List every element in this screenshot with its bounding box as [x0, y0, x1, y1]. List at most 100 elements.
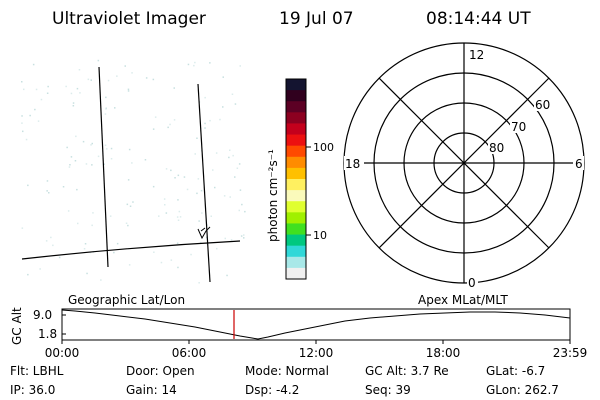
coastline [197, 226, 211, 240]
speckle [84, 243, 87, 245]
colorbar: 100 10 photon cm⁻²s⁻¹ [266, 78, 334, 280]
speckle [131, 72, 133, 74]
speckle [127, 179, 130, 181]
x-tick-label-1200: 12:00 [299, 346, 334, 360]
speckle [190, 253, 192, 256]
colorbar-tick-label-100: 100 [313, 141, 334, 154]
speckle [110, 147, 113, 150]
speckle [25, 138, 28, 141]
speckle [186, 188, 189, 191]
speckle [198, 220, 200, 222]
speckle [230, 239, 233, 241]
speckle [173, 119, 176, 121]
speckle [197, 178, 200, 180]
speckle [174, 177, 176, 179]
speckle [145, 77, 148, 79]
speckle [179, 216, 182, 218]
date-label: 19 Jul 07 [279, 9, 354, 29]
meridian-line [197, 83, 211, 283]
speckle [21, 81, 23, 83]
speckle [69, 164, 71, 166]
speckle [239, 189, 242, 191]
speckle [158, 215, 160, 217]
speckle [85, 163, 88, 165]
speckle [164, 204, 166, 206]
speckle [45, 240, 48, 242]
speckle [163, 198, 166, 200]
speckle [27, 273, 29, 276]
speckle [32, 63, 35, 66]
speckle [127, 90, 130, 92]
orbit-left-title: Geographic Lat/Lon [68, 293, 185, 307]
speckle [231, 93, 234, 95]
speckle [126, 203, 129, 206]
speckle [77, 222, 79, 225]
speckle [205, 236, 208, 239]
speckle [72, 105, 75, 107]
mlt-label-18: 18 [345, 157, 360, 171]
speckle [209, 119, 211, 122]
speckle [40, 98, 43, 101]
colorbar-cell [286, 223, 306, 236]
speckle [92, 212, 94, 214]
speckle [50, 236, 52, 239]
colorbar-cell [286, 79, 306, 91]
speckle [210, 215, 212, 217]
geographic-image-panel [21, 59, 246, 284]
speckle [176, 242, 179, 244]
speckle [177, 174, 180, 177]
speckle [48, 192, 50, 194]
speckle [97, 59, 100, 62]
speckle [222, 106, 224, 108]
speckle [239, 65, 241, 67]
speckle [234, 176, 236, 178]
speckle [177, 219, 180, 221]
speckle [39, 268, 41, 270]
speckle [46, 180, 49, 182]
speckle [187, 63, 190, 66]
orbit-plot-frame [61, 308, 571, 341]
speckle [229, 196, 231, 198]
speckle [144, 159, 147, 161]
speckle [201, 212, 203, 214]
speckle [68, 166, 71, 168]
info-door: Door: Open [126, 364, 195, 378]
speckle [240, 235, 243, 237]
speckle [127, 88, 130, 91]
speckle [37, 120, 40, 122]
speckle [153, 251, 155, 253]
speckle [110, 158, 113, 160]
speckle [238, 209, 240, 212]
mlat-label-80: 80 [489, 141, 504, 155]
info-gain: Gain: 14 [126, 383, 177, 397]
speckle [21, 122, 23, 124]
colorbar-cell [286, 179, 306, 191]
colorbar-cell [286, 212, 306, 225]
polar-diagonal [378, 77, 550, 249]
x-tick-label-0000: 00:00 [45, 346, 80, 360]
speckle [132, 201, 134, 203]
colorbar-cell [286, 245, 306, 258]
colorbar-cell [286, 190, 306, 202]
x-tick-label-2359: 23:59 [553, 346, 588, 360]
speckle [243, 237, 245, 239]
meridian-line [98, 66, 109, 268]
mlat-label-60: 60 [535, 98, 550, 112]
speckle [91, 142, 93, 145]
speckle [194, 153, 196, 155]
mlt-label-6: 6 [575, 157, 583, 171]
info-mode: Mode: Normal [245, 364, 329, 378]
speckle [196, 137, 198, 139]
speckle [47, 85, 49, 88]
speckle [204, 127, 206, 129]
speckle [183, 176, 186, 178]
speckle [105, 108, 107, 110]
speckle [46, 92, 49, 94]
speckle [76, 188, 78, 191]
speckle [23, 88, 25, 91]
uv-image-speckles [21, 59, 246, 284]
speckle [78, 69, 81, 71]
speckle [46, 190, 48, 192]
polar-grid: 60 70 80 12 18 6 0 [343, 42, 585, 290]
colorbar-cell [286, 90, 306, 102]
